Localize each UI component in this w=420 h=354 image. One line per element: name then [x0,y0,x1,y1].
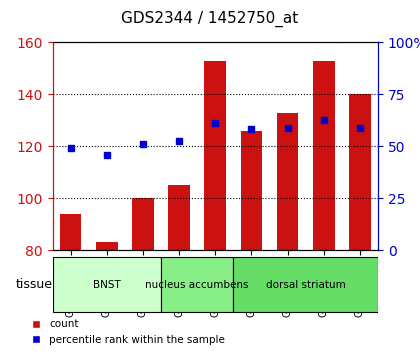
Bar [241,131,262,250]
Bar [313,61,335,250]
Text: BNST: BNST [93,280,121,290]
FancyBboxPatch shape [234,257,378,312]
Text: GDS2344 / 1452750_at: GDS2344 / 1452750_at [121,11,299,27]
FancyBboxPatch shape [161,257,234,312]
Text: nucleus accumbens: nucleus accumbens [145,280,249,290]
Text: tissue: tissue [16,278,52,291]
Bar [349,95,371,250]
Text: dorsal striatum: dorsal striatum [266,280,346,290]
Bar [132,198,154,250]
FancyBboxPatch shape [52,257,161,312]
Bar [60,214,81,250]
Bar [168,185,190,250]
Bar [205,61,226,250]
Legend: count, percentile rank within the sample: count, percentile rank within the sample [26,315,229,349]
Bar [96,242,118,250]
Bar [277,113,299,250]
